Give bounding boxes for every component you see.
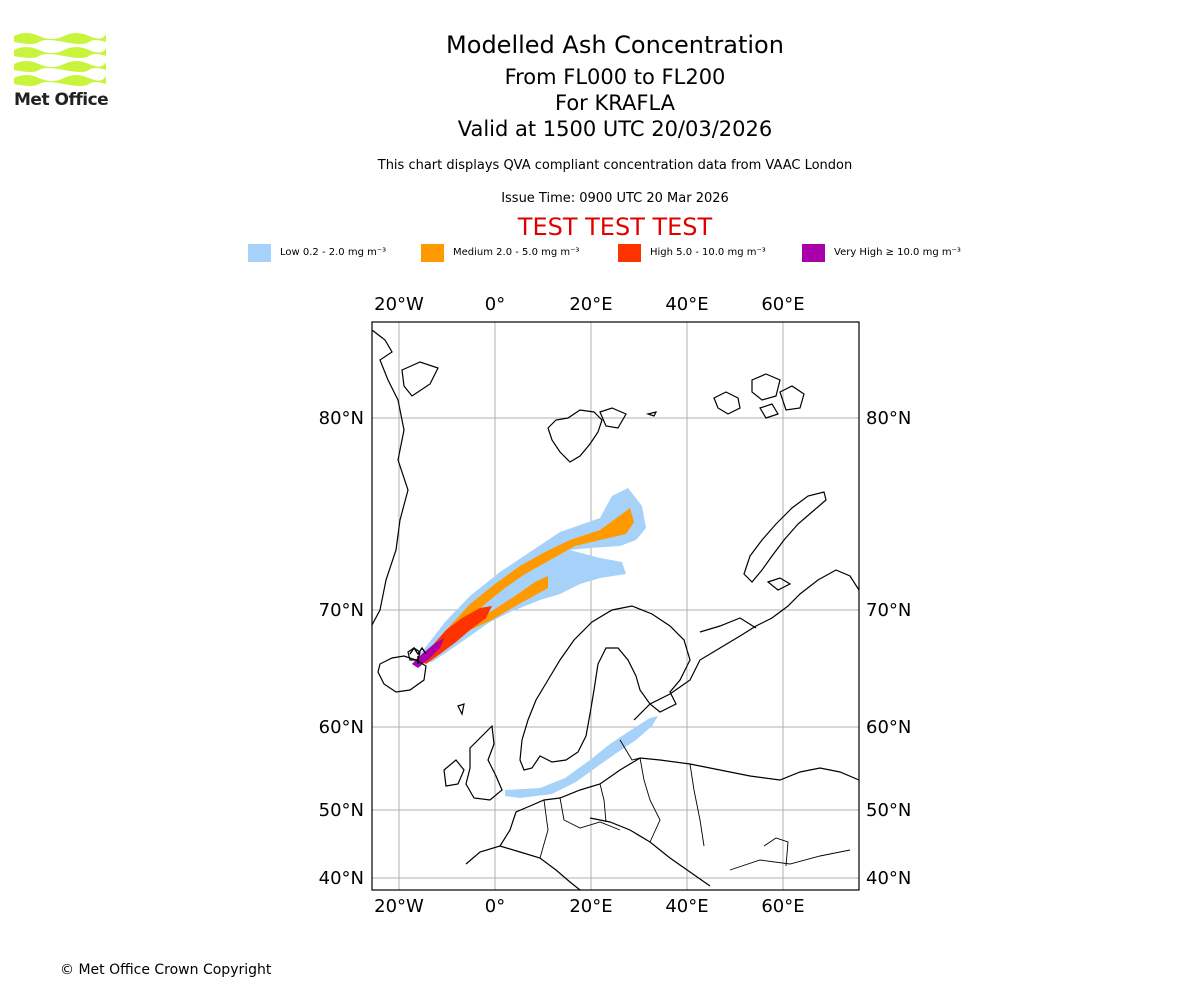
legend-swatch: [618, 244, 641, 262]
legend-label: Medium 2.0 - 5.0 mg m⁻³: [453, 247, 580, 258]
lat-tick-right: 60°N: [866, 717, 911, 738]
lon-tick-bottom: 20°E: [569, 896, 612, 917]
lon-tick-bottom: 20°W: [374, 896, 424, 917]
lat-tick-left: 50°N: [319, 800, 364, 821]
lat-tick-right: 80°N: [866, 408, 911, 429]
lat-tick-left: 60°N: [319, 717, 364, 738]
test-banner: TEST TEST TEST: [517, 213, 713, 241]
lon-tick-bottom: 0°: [485, 896, 505, 917]
chart-title: Modelled Ash Concentration: [446, 31, 784, 59]
issue-time: Issue Time: 0900 UTC 20 Mar 2026: [501, 191, 729, 206]
lon-tick-bottom: 60°E: [761, 896, 804, 917]
met-office-wave-icon: [14, 33, 106, 86]
lat-tick-right: 50°N: [866, 800, 911, 821]
lon-tick-top: 0°: [485, 294, 505, 315]
lat-tick-right: 40°N: [866, 868, 911, 889]
lat-tick-left: 70°N: [319, 600, 364, 621]
lon-tick-top: 20°W: [374, 294, 424, 315]
copyright-text: © Met Office Crown Copyright: [60, 962, 272, 978]
ash-very-high: [412, 638, 444, 668]
met-office-logo: Met Office: [14, 30, 114, 112]
legend-label: Very High ≥ 10.0 mg m⁻³: [834, 247, 961, 258]
lon-tick-bottom: 40°E: [665, 896, 708, 917]
ash-low-baltic: [505, 716, 658, 798]
lat-tick-left: 40°N: [319, 868, 364, 889]
lat-tick-right: 70°N: [866, 600, 911, 621]
lat-tick-left: 80°N: [319, 408, 364, 429]
legend-swatch: [802, 244, 825, 262]
volcano-marker-icon: [409, 646, 427, 664]
lon-tick-top: 60°E: [761, 294, 804, 315]
description-text: This chart displays QVA compliant concen…: [377, 158, 853, 173]
logo-text: Met Office: [14, 90, 109, 110]
map-gridlines: [372, 322, 859, 890]
lon-tick-top: 20°E: [569, 294, 612, 315]
title-line-3: Valid at 1500 UTC 20/03/2026: [457, 117, 773, 141]
legend-label: Low 0.2 - 2.0 mg m⁻³: [280, 247, 387, 258]
ash-medium: [430, 508, 634, 654]
ash-medium-lower: [470, 576, 548, 630]
lon-tick-top: 40°E: [665, 294, 708, 315]
map-frame: [371, 321, 860, 891]
title-line-1: From FL000 to FL200: [504, 65, 726, 89]
legend-swatch: [421, 244, 444, 262]
coastlines: [372, 329, 859, 890]
legend-label: High 5.0 - 10.0 mg m⁻³: [650, 247, 766, 258]
title-line-2: For KRAFLA: [555, 91, 675, 115]
legend-swatch: [248, 244, 271, 262]
